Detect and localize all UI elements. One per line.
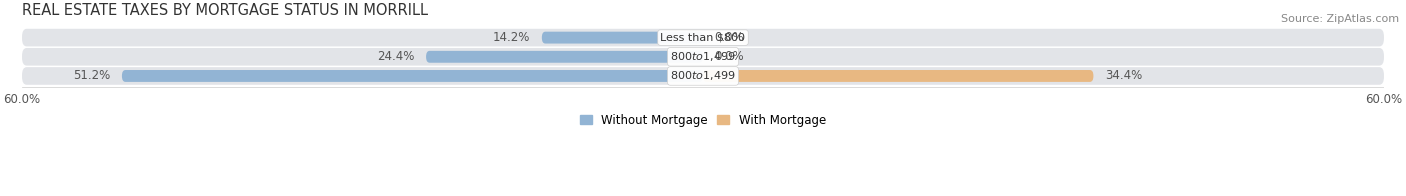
Text: REAL ESTATE TAXES BY MORTGAGE STATUS IN MORRILL: REAL ESTATE TAXES BY MORTGAGE STATUS IN …: [22, 4, 427, 18]
FancyBboxPatch shape: [703, 70, 1094, 82]
Legend: Without Mortgage, With Mortgage: Without Mortgage, With Mortgage: [575, 109, 831, 131]
Text: $800 to $1,499: $800 to $1,499: [671, 69, 735, 83]
Text: 24.4%: 24.4%: [377, 50, 415, 63]
FancyBboxPatch shape: [541, 32, 703, 44]
Text: Less than $800: Less than $800: [661, 33, 745, 43]
Text: Source: ZipAtlas.com: Source: ZipAtlas.com: [1281, 14, 1399, 24]
FancyBboxPatch shape: [426, 51, 703, 63]
FancyBboxPatch shape: [122, 70, 703, 82]
Text: 0.0%: 0.0%: [714, 31, 744, 44]
Text: 51.2%: 51.2%: [73, 69, 111, 83]
FancyBboxPatch shape: [22, 29, 1384, 46]
FancyBboxPatch shape: [22, 67, 1384, 85]
Text: $800 to $1,499: $800 to $1,499: [671, 50, 735, 63]
Text: 14.2%: 14.2%: [494, 31, 530, 44]
Text: 34.4%: 34.4%: [1105, 69, 1142, 83]
Text: 0.0%: 0.0%: [714, 50, 744, 63]
FancyBboxPatch shape: [22, 48, 1384, 66]
